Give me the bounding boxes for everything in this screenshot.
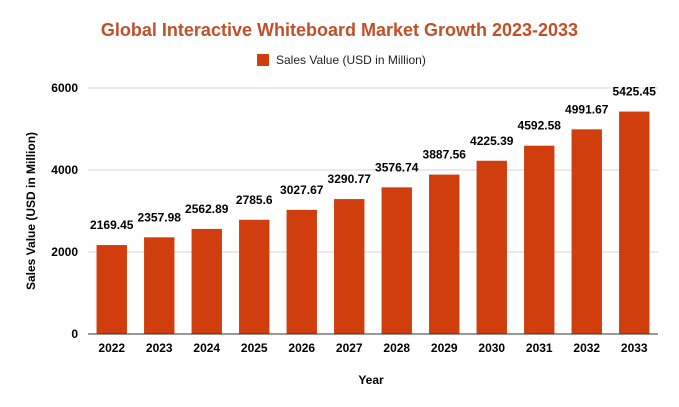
x-tick-label: 2022: [98, 341, 125, 355]
legend: Sales Value (USD in Million): [257, 53, 426, 67]
x-tick-label: 2027: [336, 341, 363, 355]
bar-2022: [96, 245, 127, 334]
y-axis-ticks: 0 2000 4000 6000: [51, 81, 78, 341]
data-label: 2169.45: [90, 218, 134, 232]
legend-swatch: [257, 54, 269, 66]
x-tick-label: 2028: [383, 341, 410, 355]
bar-2023: [144, 237, 175, 334]
x-tick-label: 2032: [573, 341, 600, 355]
x-tick-label: 2023: [146, 341, 173, 355]
x-tick-label: 2033: [621, 341, 648, 355]
data-label: 3027.67: [280, 183, 324, 197]
bar-2029: [429, 174, 460, 334]
gridlines: [88, 87, 658, 253]
x-tick-label: 2031: [526, 341, 553, 355]
chart-title: Global Interactive Whiteboard Market Gro…: [101, 20, 578, 40]
bar-2025: [239, 219, 270, 334]
data-label: 4991.67: [565, 102, 609, 116]
y-tick-label: 4000: [51, 163, 78, 177]
x-tick-label: 2030: [478, 341, 505, 355]
data-label: 5425.45: [613, 85, 657, 99]
data-label: 3576.74: [375, 160, 419, 174]
bar-2028: [381, 187, 412, 334]
y-tick-label: 6000: [51, 81, 78, 95]
data-label: 3290.77: [328, 172, 372, 186]
data-label: 2562.89: [185, 202, 229, 216]
data-label: 2785.6: [236, 193, 273, 207]
y-axis-title: Sales Value (USD in Million): [24, 132, 38, 290]
legend-label: Sales Value (USD in Million): [276, 53, 426, 67]
data-label: 4592.58: [518, 119, 562, 133]
bar-2030: [476, 160, 507, 334]
x-tick-label: 2029: [431, 341, 458, 355]
x-tick-label: 2025: [241, 341, 268, 355]
bars: [96, 111, 650, 334]
x-tick-label: 2026: [288, 341, 315, 355]
data-label: 3887.56: [423, 148, 467, 162]
x-tick-label: 2024: [193, 341, 220, 355]
data-label: 2357.98: [138, 210, 182, 224]
bar-2033: [619, 111, 650, 334]
bar-2031: [524, 145, 555, 334]
bar-2027: [334, 199, 365, 334]
y-tick-label: 2000: [51, 245, 78, 259]
bar-2032: [571, 129, 602, 334]
bar-2024: [191, 228, 222, 334]
x-axis-title: Year: [358, 373, 384, 387]
data-label: 4225.39: [470, 134, 514, 148]
x-axis-ticks: 2022 2023 2024 2025 2026 2027 2028 2029 2030 2031…: [98, 341, 648, 355]
y-tick-label: 0: [71, 327, 78, 341]
bar-2026: [286, 209, 317, 334]
